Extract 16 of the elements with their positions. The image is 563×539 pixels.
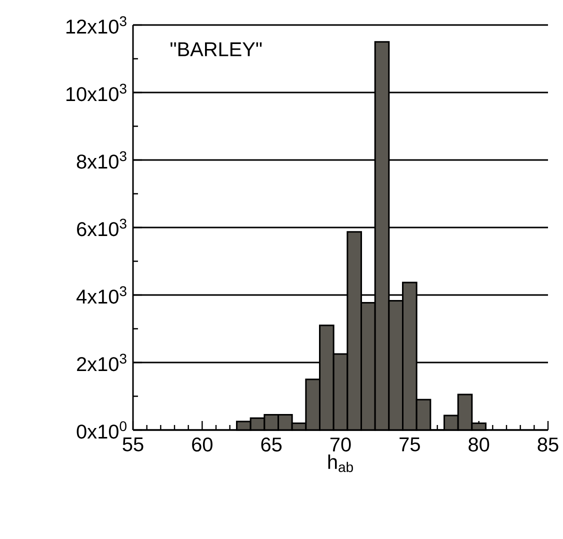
y-tick-label: 0x10$^{0}$: [76, 421, 126, 439]
x-tick-label: 85: [538, 437, 558, 452]
x-tick-label: 80: [468, 437, 490, 452]
x-tick-label: 65: [261, 437, 282, 452]
y-tick-label: 2x10$^{3}$: [77, 354, 126, 372]
annotation: "BARLEY": [170, 42, 262, 56]
y-tick-label: 10x10$^{3}$: [66, 84, 126, 102]
y-tick-label: 6x10$^{3}$: [77, 218, 126, 236]
x-tick-label: 60: [192, 437, 212, 452]
x-tick-label: 70: [330, 437, 351, 452]
x-tick-label: 75: [400, 437, 420, 452]
y-tick-label: 4x10$^{3}$: [76, 286, 126, 304]
x-axis-title: h$_{ab}$: [328, 454, 353, 472]
x-tick-label: 55: [122, 437, 144, 452]
y-tick-label: 12x10$^{3}$: [66, 16, 126, 34]
y-tick-label: 8x10$^{3}$: [76, 151, 126, 169]
